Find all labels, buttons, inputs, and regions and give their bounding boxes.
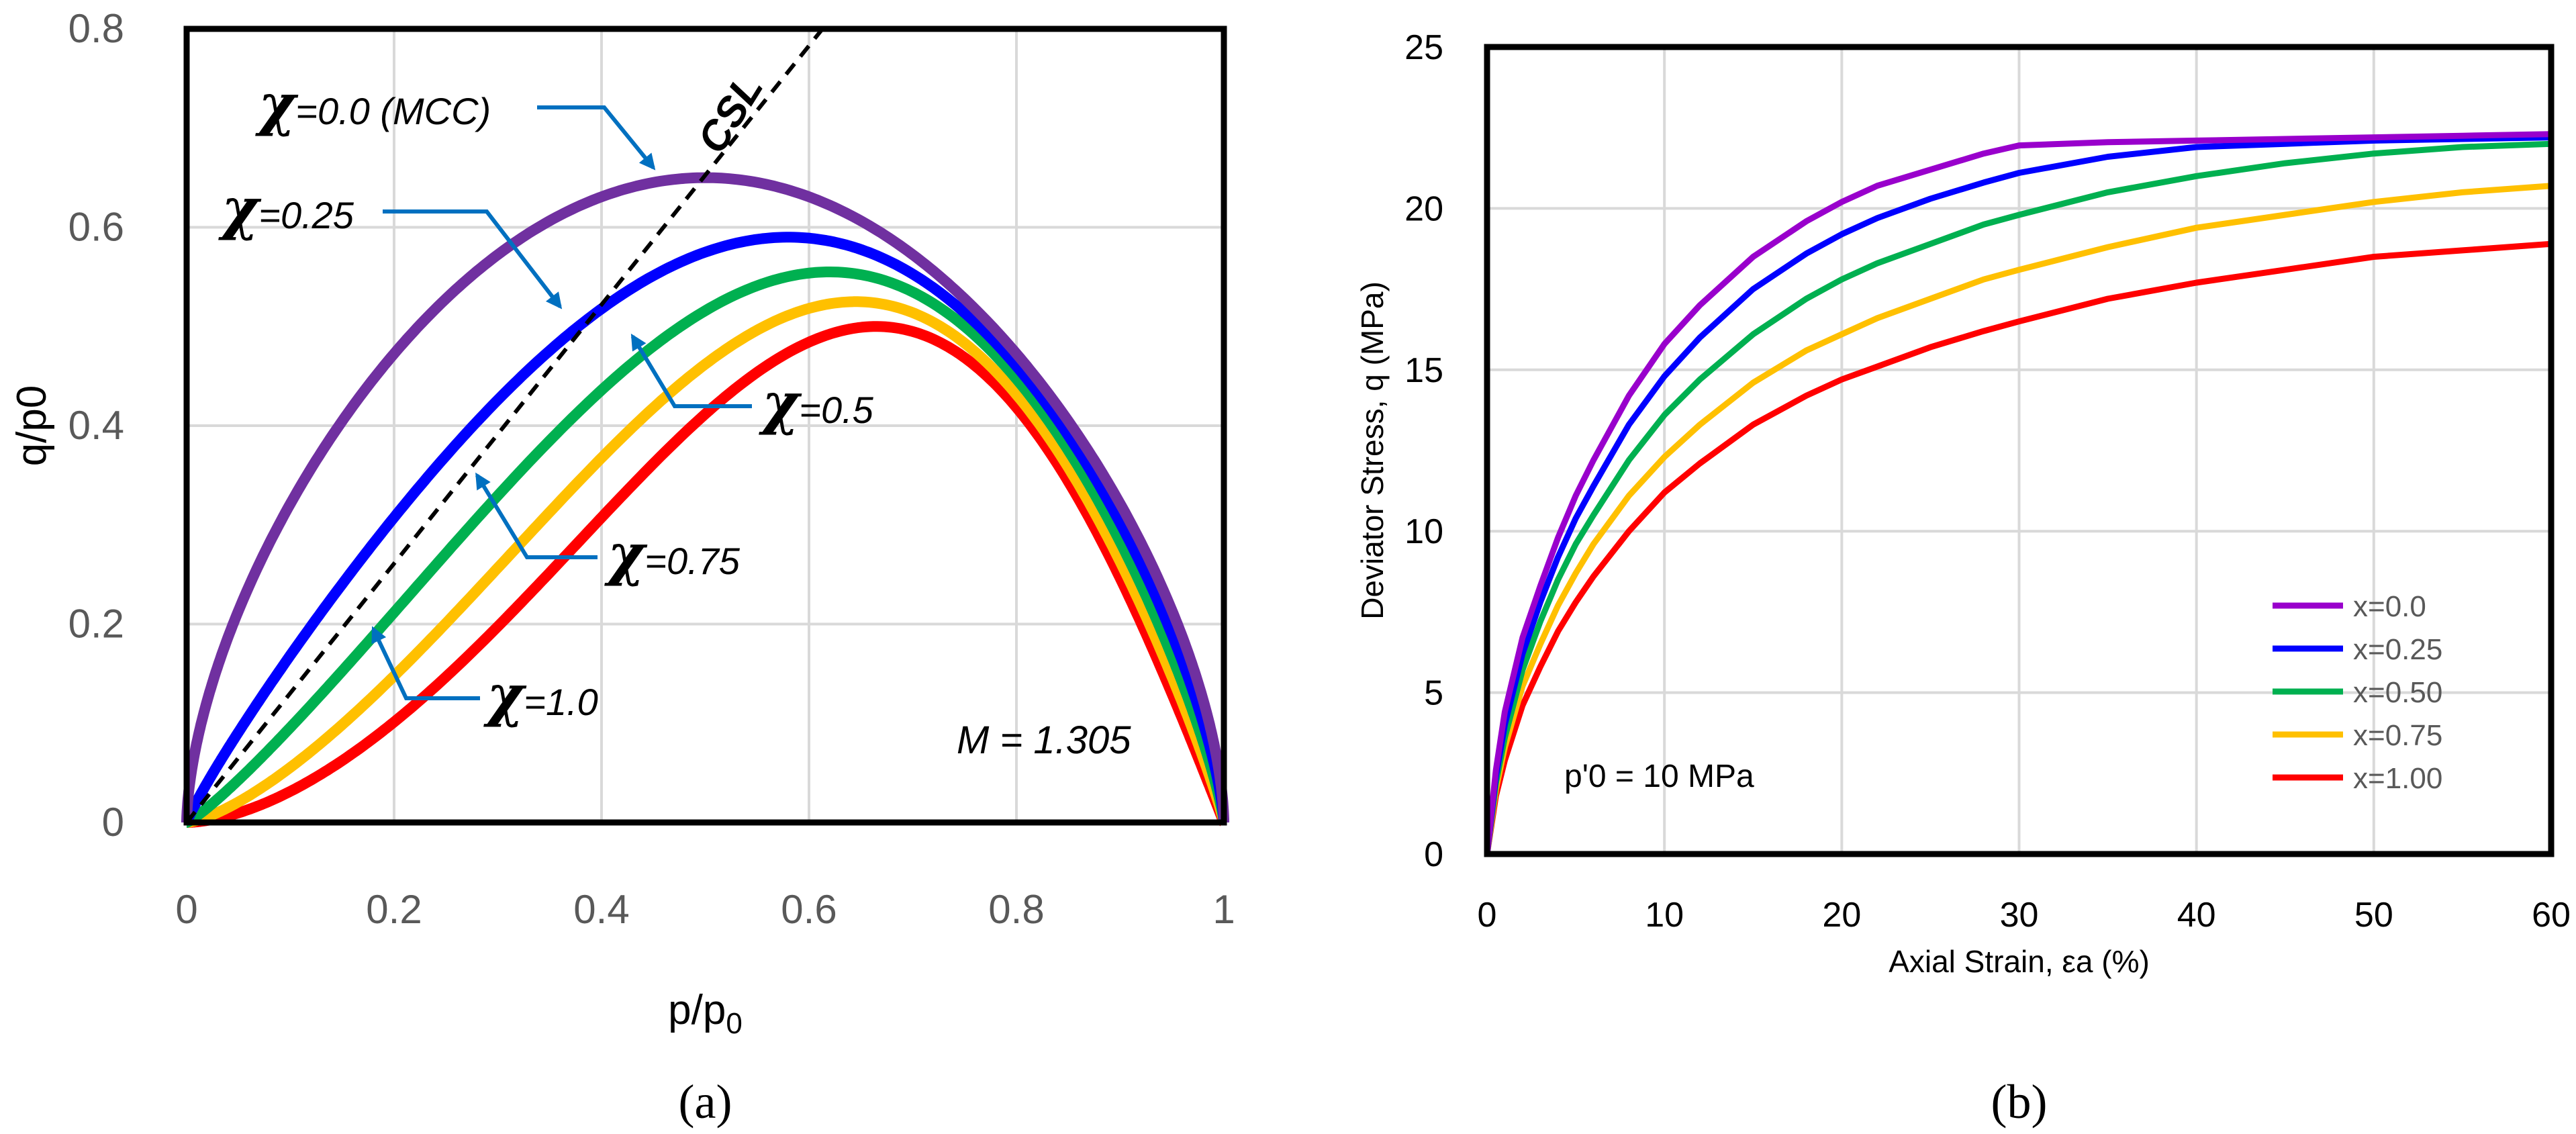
legend-label: x=1.00 — [2353, 762, 2442, 795]
chart-a-plot-frame — [183, 26, 1227, 826]
annotation-arrow — [537, 105, 656, 171]
annotation-arrow — [630, 333, 752, 408]
legend-label: x=0.75 — [2353, 719, 2442, 752]
annotation-label: χ=1.0 — [483, 662, 598, 728]
stress-strain-series — [1484, 183, 2552, 855]
stress-strain-series — [1484, 131, 2552, 855]
yield-curve-series — [181, 232, 1229, 828]
legend-label: x=0.25 — [2353, 633, 2442, 666]
stress-strain-series — [1484, 134, 2552, 855]
chart-b-x-tick-label: 20 — [1822, 896, 1861, 935]
chart-b-y-tick-label: 10 — [1404, 512, 1443, 551]
chart-b: 0 10 20 30 40 50 60 0 5 10 15 20 25 Deviator Stress… — [1355, 28, 2571, 1129]
annotation-label: χ=0.75 — [604, 521, 741, 587]
csl-line — [185, 28, 824, 824]
chart-b-x-tick-label: 50 — [2354, 896, 2393, 935]
chart-a-x-axis-title: p/p0 — [668, 987, 743, 1040]
chi-symbol: χ — [483, 662, 527, 728]
annotation-value: =0.25 — [258, 194, 354, 236]
chart-b-x-tick-label: 30 — [2000, 896, 2039, 935]
chi-symbol: χ — [218, 175, 262, 242]
chart-a-y-axis-title: q/p0 — [9, 385, 55, 467]
panel-label-a: (a) — [679, 1075, 732, 1129]
chart-a-y-tick-label: 0.6 — [68, 205, 124, 250]
stress-strain-series — [1484, 140, 2552, 855]
chi-symbol: χ — [604, 521, 648, 587]
chart-a-x-tick-label: 0.6 — [781, 887, 837, 932]
chart-a-x-tick-label: 0.8 — [988, 887, 1044, 932]
chart-a-y-tick-label: 0.2 — [68, 602, 124, 647]
chart-b-y-tick-label: 15 — [1404, 351, 1443, 390]
yield-curve-series — [181, 321, 1229, 828]
chart-a-y-tick-label: 0.4 — [68, 403, 124, 448]
chart-b-x-tick-label: 10 — [1645, 896, 1684, 935]
chart-a: CSL χ=0.0 (MCC)χ=0.25χ=0.5χ=0.75χ=1.0 M … — [9, 6, 1235, 1129]
chart-b-y-tick-label: 0 — [1424, 835, 1443, 874]
yield-curve-series — [181, 296, 1229, 828]
panel-label-b: (b) — [1991, 1075, 2048, 1129]
chart-a-x-axis-title-subscript: 0 — [726, 1007, 742, 1040]
chart-b-series — [1484, 131, 2552, 855]
chart-b-x-axis-title: Axial Strain, εa (%) — [1889, 944, 2150, 979]
chi-symbol: χ — [255, 71, 299, 138]
chart-a-x-tick-labels: 0 0.2 0.4 0.6 0.8 1 — [175, 887, 1235, 932]
chart-b-legend: x=0.0 x=0.25 x=0.50 x=0.75 x=1.00 — [2273, 590, 2442, 795]
csl-label: CSL — [689, 66, 772, 162]
chart-b-x-tick-label: 40 — [2177, 896, 2216, 935]
chart-b-x-tick-label: 60 — [2532, 896, 2571, 935]
chart-a-x-tick-label: 0.4 — [573, 887, 629, 932]
annotation-arrow — [371, 626, 480, 700]
annotation-label: χ=0.0 (MCC) — [255, 71, 491, 138]
chart-a-x-axis-title-main: p/p — [668, 987, 726, 1033]
annotation-value: =0.75 — [645, 540, 741, 582]
chart-b-y-tick-label: 20 — [1404, 189, 1443, 228]
chart-a-annotations: χ=0.0 (MCC)χ=0.25χ=0.5χ=0.75χ=1.0 — [218, 71, 874, 728]
stress-strain-series — [1484, 240, 2552, 855]
chart-b-y-tick-label: 25 — [1404, 28, 1443, 67]
chart-a-y-tick-label: 0 — [102, 800, 124, 845]
chart-b-x-tick-labels: 0 10 20 30 40 50 60 — [1478, 896, 2571, 935]
chart-b-gridlines — [1487, 47, 2551, 854]
chart-b-y-tick-labels: 0 5 10 15 20 25 — [1404, 28, 1443, 874]
chi-symbol: χ — [759, 370, 802, 436]
legend-label: x=0.50 — [2353, 676, 2442, 709]
chart-b-y-axis-title: Deviator Stress, q (MPa) — [1355, 281, 1390, 620]
legend-label: x=0.0 — [2353, 590, 2426, 623]
annotation-value: =0.5 — [799, 389, 873, 431]
chart-a-x-tick-label: 0 — [175, 887, 197, 932]
annotation-label: χ=0.5 — [759, 370, 874, 436]
chart-a-x-tick-label: 1 — [1212, 887, 1235, 932]
initial-pressure-note: p'0 = 10 MPa — [1564, 759, 1754, 794]
annotation-label: χ=0.25 — [218, 175, 354, 242]
annotation-arrow — [383, 209, 563, 310]
chart-b-plot-frame — [1484, 44, 2555, 857]
annotation-value: =1.0 — [524, 681, 598, 723]
chart-b-y-tick-label: 5 — [1424, 674, 1443, 713]
m-value-label: M = 1.305 — [957, 718, 1131, 762]
chart-a-y-tick-labels: 0 0.2 0.4 0.6 0.8 — [68, 6, 124, 845]
chart-b-x-tick-label: 0 — [1478, 896, 1497, 935]
chart-a-y-tick-label: 0.8 — [68, 6, 124, 51]
yield-curve-series — [181, 267, 1229, 828]
chart-a-x-tick-label: 0.2 — [366, 887, 422, 932]
annotation-value: =0.0 (MCC) — [295, 90, 491, 132]
chart-a-gridlines — [187, 29, 1224, 822]
annotation-arrow — [475, 472, 598, 559]
